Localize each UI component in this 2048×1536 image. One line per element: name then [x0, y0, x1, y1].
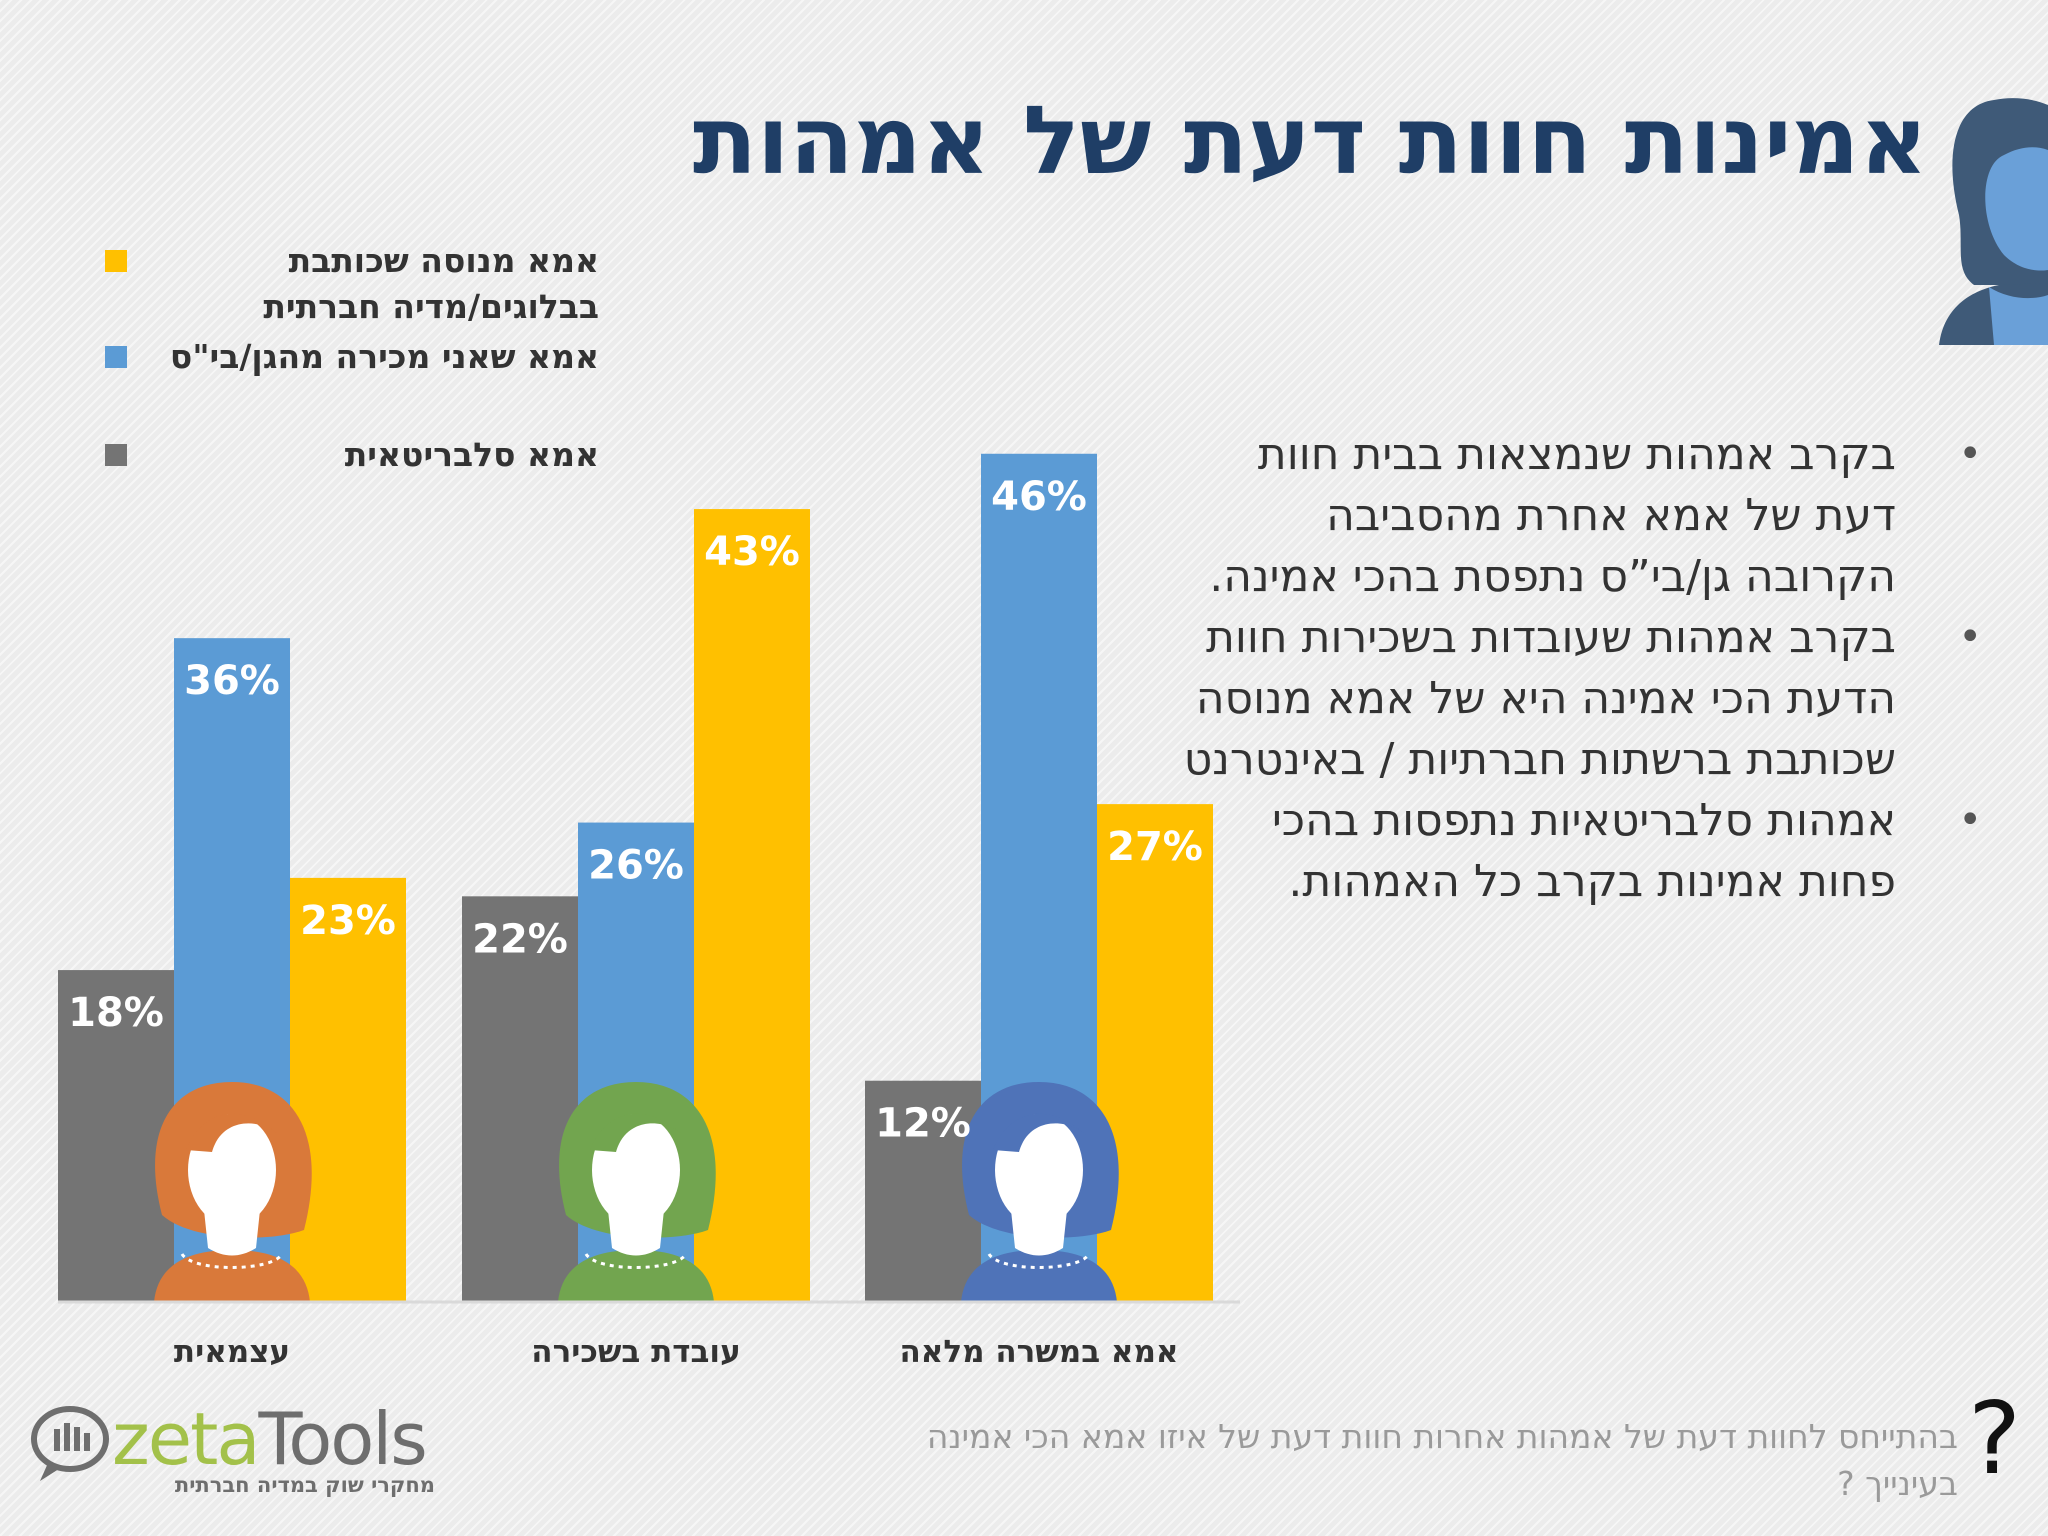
bar-2-2 [1097, 804, 1213, 1302]
data-label-2-2: 27% [1107, 824, 1203, 870]
data-label-0-0: 18% [68, 990, 164, 1036]
bullet-dot-icon: • [1958, 614, 1982, 660]
logo-wordmark: zetaTools [112, 1397, 428, 1481]
bar-0-2 [290, 877, 406, 1302]
bars-layer [58, 453, 1213, 1303]
bar-1-0 [462, 896, 578, 1302]
bullet-item: • בקרב אמהות שנמצאות בבית חוות דעת של אמ… [1176, 424, 1982, 607]
bullet-text: בקרב אמהות שנמצאות בבית חוות דעת של אמא … [1209, 429, 1896, 602]
legend-label: אמא סלבריטאית [344, 435, 599, 474]
logo-word-tools: Tools [258, 1397, 427, 1481]
corner-woman-avatar-icon [1939, 98, 2048, 345]
legend-item-celebrity-mom: אמא סלבריטאית [105, 432, 599, 478]
category-label-0: עצמאית [174, 1334, 290, 1370]
woman-avatar-icon-0 [154, 1082, 312, 1302]
avatars-layer [154, 1082, 1119, 1302]
bullet-text: בקרב אמהות שעובדות בשכירות חוות הדעת הכי… [1183, 612, 1896, 785]
page-title: אמינות חוות דעת של אמהות [692, 87, 1928, 196]
data-label-0-1: 36% [184, 658, 280, 704]
legend-swatch-gray [105, 444, 127, 466]
legend-item-experienced-mom: אמא מנוסה שכותבת בבלוגים/מדיה חברתית [105, 238, 599, 330]
bullet-item: • אמהות סלבריטאיות נתפסות בהכי פחות אמינ… [1176, 790, 1982, 912]
survey-question: בהתייחס לחוות דעת של אמהות אחרות חוות דע… [926, 1417, 1958, 1503]
legend-label: אמא שאני מכירה מהגן/בי"ס [169, 337, 599, 376]
speech-bubble-logo-icon [31, 1406, 109, 1481]
legend-label: אמא מנוסה שכותבת בבלוגים/מדיה חברתית [263, 241, 599, 326]
data-label-2-1: 46% [991, 474, 1087, 520]
question-mark: ? [1968, 1380, 2022, 1497]
data-labels-layer: 18% 36% 23% 22% 26% 43% 12% 46% 27% [68, 474, 1203, 1147]
legend-swatch-yellow [105, 250, 127, 272]
bullet-dot-icon: • [1958, 797, 1982, 843]
data-label-0-2: 23% [300, 898, 396, 944]
data-label-1-0: 22% [472, 916, 568, 962]
logo-tagline: מחקרי שוק במדיה חברתית [174, 1473, 435, 1497]
logo-word-zeta: zeta [112, 1397, 260, 1481]
legend-item-known-mom: אמא שאני מכירה מהגן/בי"ס [105, 334, 599, 380]
data-label-2-0: 12% [875, 1101, 971, 1147]
data-label-1-1: 26% [588, 843, 684, 889]
bullet-list: • בקרב אמהות שנמצאות בבית חוות דעת של אמ… [1176, 424, 1982, 912]
data-label-1-2: 43% [704, 529, 800, 575]
bullet-dot-icon: • [1958, 431, 1982, 477]
bar-2-0 [865, 1080, 981, 1302]
woman-avatar-icon-1 [558, 1082, 716, 1302]
category-label-2: אמא במשרה מלאה [899, 1334, 1178, 1370]
woman-avatar-icon-2 [961, 1082, 1119, 1302]
bar-0-0 [58, 970, 174, 1302]
category-labels-layer: עצמאית עובדת בשכירה אמא במשרה מלאה [174, 1334, 1179, 1370]
zetatools-logo: zetaTools מחקרי שוק במדיה חברתית [30, 1395, 435, 1505]
bullet-text: אמהות סלבריטאיות נתפסות בהכי פחות אמינות… [1271, 795, 1896, 907]
bullet-item: • בקרב אמהות שעובדות בשכירות חוות הדעת ה… [1176, 607, 1982, 790]
legend-swatch-blue [105, 346, 127, 368]
category-label-1: עובדת בשכירה [531, 1334, 740, 1370]
